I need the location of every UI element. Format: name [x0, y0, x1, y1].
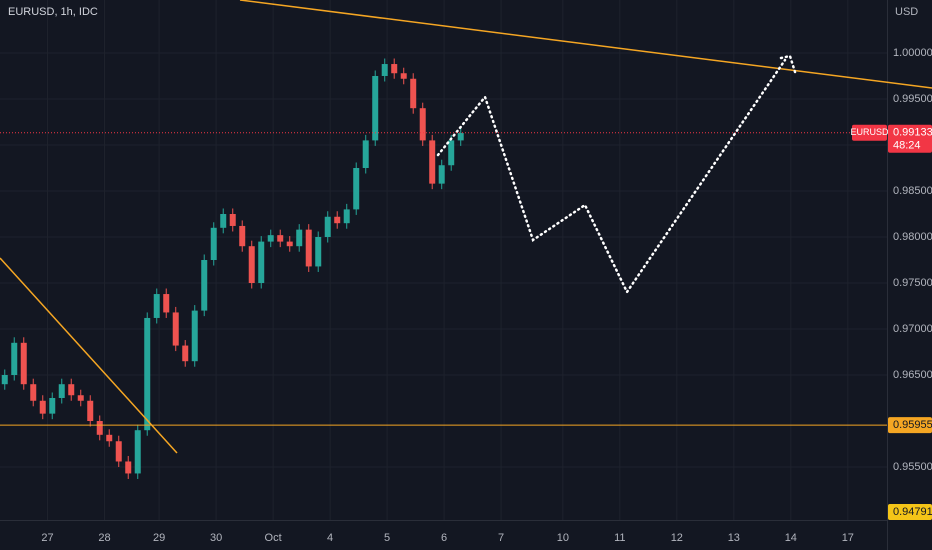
candle-body [106, 434, 113, 442]
projection-path [436, 58, 787, 295]
candle-body [144, 317, 151, 431]
x-tick-label: 14 [785, 532, 797, 544]
candle-body [334, 216, 341, 224]
candle-body [163, 294, 170, 313]
projection-arrow [779, 54, 797, 74]
candle-body [49, 398, 56, 414]
currency-label: USD [895, 6, 918, 18]
x-tick-label: 12 [671, 532, 683, 544]
candle-body [11, 342, 18, 376]
x-tick-label: 7 [498, 532, 504, 544]
symbol-label: EURUSD [850, 127, 889, 137]
candle-body [400, 73, 407, 79]
candle-body [191, 310, 198, 362]
x-tick-label: 6 [441, 532, 447, 544]
x-tick-label: 5 [384, 532, 390, 544]
x-tick-label: 28 [98, 532, 110, 544]
candle-body [30, 384, 37, 401]
candle-body [58, 384, 65, 399]
candle-body [125, 461, 132, 474]
candle-body [457, 133, 464, 141]
candle-body [153, 294, 160, 318]
candle-body [210, 227, 217, 260]
candle-body [258, 241, 265, 284]
x-tick-label: 17 [842, 532, 854, 544]
candle-body [87, 400, 94, 422]
x-tick-label: Oct [265, 532, 282, 544]
candle-body [315, 236, 322, 267]
candle-body [68, 384, 75, 396]
scale-low-box [888, 504, 932, 520]
candle-body [381, 64, 388, 76]
y-tick-label: 0.98500 [893, 185, 932, 197]
candle-body [324, 216, 331, 237]
candle-body [353, 167, 360, 210]
y-tick-label: 1.00000 [893, 47, 932, 59]
x-tick-label: 11 [614, 532, 625, 544]
candle-body [286, 241, 293, 247]
y-tick-label: 0.97500 [893, 277, 932, 289]
candle-body [172, 312, 179, 346]
countdown-label: 48:24 [893, 140, 921, 152]
candle-body [220, 213, 227, 228]
y-tick-label: 0.97000 [893, 323, 932, 335]
candle-body [20, 342, 27, 385]
x-tick-label: 10 [557, 532, 569, 544]
chart-title: EURUSD, 1h, IDC [8, 6, 98, 18]
candle-body [77, 395, 84, 401]
y-tick-label: 0.98000 [893, 231, 932, 243]
candle-body [391, 64, 398, 74]
x-tick-label: 4 [327, 532, 333, 544]
candle-body [134, 430, 141, 474]
candle-body [305, 229, 312, 267]
trend-line [239, 0, 932, 89]
candle-body [201, 260, 208, 311]
trend-line [0, 257, 178, 454]
y-tick-label: 0.96500 [893, 369, 932, 381]
candle-body [277, 235, 284, 242]
candle-body [343, 209, 350, 224]
y-tick-label: 0.99500 [893, 93, 932, 105]
level-label-box [888, 417, 932, 434]
candle-body [372, 75, 379, 141]
candle-body [239, 225, 246, 247]
candle-body [296, 229, 303, 247]
x-tick-label: 13 [728, 532, 740, 544]
candle-body [267, 235, 274, 242]
scale-low-label: 0.94791 [893, 506, 932, 518]
x-tick-label: 30 [210, 532, 222, 544]
candle-body [419, 108, 426, 141]
candle-body [96, 421, 103, 435]
candle-body [229, 213, 236, 226]
candle-body [429, 140, 436, 184]
y-tick-label: 0.95500 [893, 461, 932, 473]
candle-body [182, 345, 189, 362]
level-label: 0.95955 [893, 419, 932, 431]
candle-body [362, 140, 369, 168]
candle-body [115, 441, 122, 462]
candle-body [410, 78, 417, 109]
candles [0, 0, 887, 520]
x-tick-label: 29 [153, 532, 165, 544]
last-price-label: 0.99133 [893, 127, 932, 139]
candle-body [448, 140, 455, 166]
last-price-box [888, 124, 932, 153]
candle-body [438, 165, 445, 184]
candle-body [1, 375, 8, 385]
candle-body [248, 246, 255, 284]
candle-body [39, 400, 46, 414]
symbol-box [852, 124, 887, 141]
x-tick-label: 27 [41, 532, 53, 544]
